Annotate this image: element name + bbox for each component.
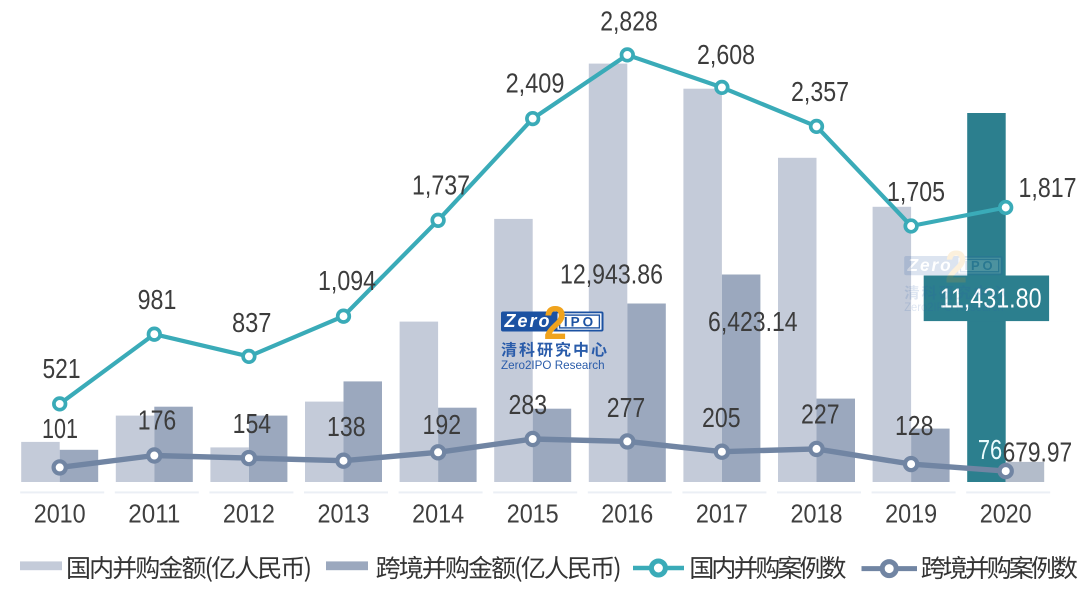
svg-text:138: 138 <box>327 411 366 442</box>
svg-text:679.97: 679.97 <box>1003 436 1073 467</box>
svg-text:Zero: Zero <box>503 311 551 331</box>
svg-text:101: 101 <box>42 413 78 444</box>
svg-text:6,423.14: 6,423.14 <box>708 306 798 337</box>
svg-text:205: 205 <box>702 402 741 433</box>
svg-text:2020: 2020 <box>980 498 1032 528</box>
svg-text:Zero: Zero <box>907 255 953 275</box>
svg-text:2013: 2013 <box>318 498 370 528</box>
svg-text:12,943.86: 12,943.86 <box>560 259 663 290</box>
svg-text:2010: 2010 <box>34 498 86 528</box>
svg-text:277: 277 <box>607 392 646 423</box>
svg-text:154: 154 <box>233 408 272 439</box>
svg-text:2016: 2016 <box>601 498 653 528</box>
svg-text:2018: 2018 <box>791 498 843 528</box>
svg-text:981: 981 <box>138 284 177 315</box>
svg-text:283: 283 <box>509 389 548 420</box>
svg-text:1,817: 1,817 <box>1019 172 1077 203</box>
svg-text:192: 192 <box>423 409 462 440</box>
svg-text:2: 2 <box>544 296 567 349</box>
svg-text:1,094: 1,094 <box>318 265 376 296</box>
svg-text:2012: 2012 <box>223 498 275 528</box>
svg-text:128: 128 <box>895 410 934 441</box>
svg-text:2: 2 <box>945 241 967 292</box>
svg-text:2019: 2019 <box>885 498 937 528</box>
svg-text:2,828: 2,828 <box>600 6 658 37</box>
svg-text:2,608: 2,608 <box>697 39 755 70</box>
svg-text:837: 837 <box>232 307 272 338</box>
svg-text:Zero2IPO Research: Zero2IPO Research <box>904 301 1003 314</box>
svg-text:11,431.80: 11,431.80 <box>940 283 1042 314</box>
svg-text:2014: 2014 <box>412 498 464 528</box>
svg-text:IPO: IPO <box>965 258 996 273</box>
svg-text:176: 176 <box>138 405 177 436</box>
svg-text:227: 227 <box>801 399 840 430</box>
svg-text:Zero2IPO Research: Zero2IPO Research <box>501 358 605 372</box>
svg-text:IPO: IPO <box>564 314 596 329</box>
svg-text:521: 521 <box>43 353 81 384</box>
svg-text:1,737: 1,737 <box>412 170 470 201</box>
svg-text:2011: 2011 <box>128 498 180 528</box>
svg-text:2015: 2015 <box>507 498 559 528</box>
svg-text:76: 76 <box>978 434 1002 465</box>
svg-text:2,357: 2,357 <box>791 76 849 107</box>
svg-text:1,705: 1,705 <box>887 176 945 207</box>
svg-text:2,409: 2,409 <box>506 68 565 99</box>
svg-text:2017: 2017 <box>696 498 748 528</box>
